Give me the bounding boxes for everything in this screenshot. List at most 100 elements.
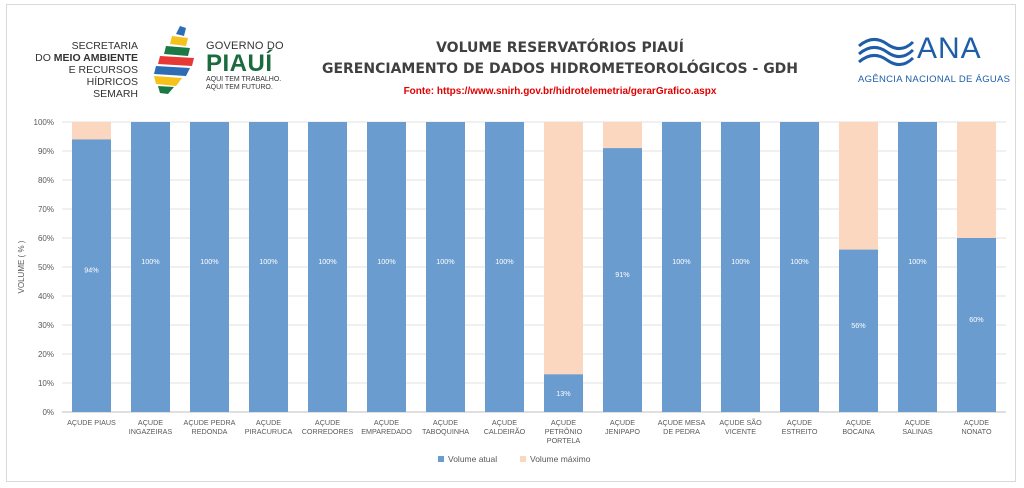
bar-volume-atual — [957, 238, 996, 412]
chart-subtitle: GERENCIAMENTO DE DADOS HIDROMETEOROLÓGIC… — [321, 61, 799, 77]
y-axis-label: VOLUME ( % ) — [17, 240, 26, 293]
category-label: AÇUDE — [433, 418, 458, 427]
governo-label: GOVERNO DO — [206, 40, 284, 52]
y-tick-label: 50% — [38, 263, 54, 272]
data-label: 100% — [318, 257, 337, 266]
sec-meio-ambiente: MEIO AMBIENTE — [53, 52, 138, 64]
bar-volume-atual — [426, 122, 465, 412]
legend-label-atual: Volume atual — [448, 454, 497, 464]
y-tick-label: 10% — [38, 379, 54, 388]
category-label: AÇUDE — [905, 418, 930, 427]
legend-swatch-maximo — [520, 456, 526, 462]
bar-volume-atual — [72, 139, 111, 412]
category-label: AÇUDE — [846, 418, 871, 427]
category-label: AÇUDE — [256, 418, 281, 427]
sec-do: DO — [35, 52, 51, 64]
data-label: 100% — [908, 257, 927, 266]
category-label: PIRACURUCA — [245, 427, 293, 436]
bar-volume-atual — [485, 122, 524, 412]
category-label: CALDEIRÃO — [484, 427, 526, 436]
category-label: ESTREITO — [782, 427, 818, 436]
slogan-line-2: AQUI TEM FUTURO. — [206, 84, 273, 91]
bar-volume-atual — [662, 122, 701, 412]
category-label: INGAZEIRAS — [129, 427, 173, 436]
category-label: NONATO — [961, 427, 991, 436]
category-label: EMPAREDADO — [361, 427, 412, 436]
data-label: 100% — [259, 257, 278, 266]
legend-label-maximo: Volume máximo — [530, 454, 591, 464]
category-label: AÇUDE MESA — [658, 418, 706, 427]
category-label: SALINAS — [902, 427, 933, 436]
slogan-line-1: AQUI TEM TRABALHO. — [206, 76, 282, 83]
data-label: 100% — [790, 257, 809, 266]
data-label: 100% — [141, 257, 160, 266]
category-label: AÇUDE — [138, 418, 163, 427]
bar-volume-atual — [839, 249, 878, 412]
category-label: AÇUDE — [787, 418, 812, 427]
data-label: 100% — [672, 257, 691, 266]
y-tick-label: 90% — [38, 147, 54, 156]
category-label: PORTELA — [547, 436, 581, 445]
bar-volume-atual — [131, 122, 170, 412]
bar-volume-maximo — [603, 122, 642, 149]
y-tick-label: 70% — [38, 205, 54, 214]
bar-volume-maximo — [839, 122, 878, 250]
y-tick-label: 30% — [38, 321, 54, 330]
sec-line-4: SEMARH — [93, 88, 138, 100]
data-label: 100% — [200, 257, 219, 266]
y-tick-label: 0% — [42, 408, 54, 417]
legend-swatch-atual — [438, 456, 444, 462]
data-label: 94% — [84, 266, 99, 275]
bar-volume-atual — [308, 122, 347, 412]
chart-title: VOLUME RESERVATÓRIOS PIAUÍ — [436, 40, 684, 56]
bar-volume-atual — [367, 122, 406, 412]
semarh-logo-text: SECRETARIA DO MEIO AMBIENTE E RECURSOS H… — [20, 40, 138, 100]
y-tick-label: 40% — [38, 292, 54, 301]
bar-volume-maximo — [72, 122, 111, 140]
sec-line-1: SECRETARIA — [71, 40, 138, 52]
category-label: AÇUDE — [610, 418, 635, 427]
bar-volume-maximo — [957, 122, 996, 238]
category-label: TABOQUINHA — [422, 427, 469, 436]
y-tick-label: 20% — [38, 350, 54, 359]
data-label: 100% — [731, 257, 750, 266]
bar-volume-atual — [190, 122, 229, 412]
source-link[interactable]: Fonte: https://www.snirh.gov.br/hidrotel… — [403, 86, 717, 97]
category-label: AÇUDE — [374, 418, 399, 427]
y-tick-label: 60% — [38, 234, 54, 243]
data-label: 100% — [377, 257, 396, 266]
category-label: AÇUDE — [964, 418, 989, 427]
category-label: AÇUDE — [551, 418, 576, 427]
category-label: JENIPAPO — [605, 427, 640, 436]
bar-volume-atual — [780, 122, 819, 412]
data-label: 91% — [615, 270, 630, 279]
piaui-label: PIAUÍ — [206, 50, 273, 77]
bar-volume-atual — [898, 122, 937, 412]
data-label: 13% — [556, 389, 571, 398]
category-label: AÇUDE — [315, 418, 340, 427]
category-label: VICENTE — [725, 427, 756, 436]
ana-subtitle: AGÊNCIA NACIONAL DE ÁGUAS — [858, 74, 1011, 85]
category-label: PETRÔNIO — [545, 427, 583, 436]
bar-volume-atual — [249, 122, 288, 412]
category-label: BOCAINA — [842, 427, 875, 436]
data-label: 56% — [851, 321, 866, 330]
y-tick-label: 100% — [34, 118, 54, 127]
category-label: DE PEDRA — [663, 427, 700, 436]
ana-waves-icon — [858, 38, 915, 66]
bar-volume-maximo — [544, 122, 583, 375]
governo-piaui-logo: GOVERNO DO PIAUÍ AQUI TEM TRABALHO. AQUI… — [206, 40, 296, 92]
data-label: 100% — [495, 257, 514, 266]
data-label: 100% — [436, 257, 455, 266]
category-label: AÇUDE PIAUS — [67, 418, 116, 427]
y-tick-label: 80% — [38, 176, 54, 185]
bar-volume-atual — [603, 148, 642, 412]
category-label: AÇUDE SÃO — [719, 418, 762, 427]
bar-volume-atual — [544, 374, 583, 412]
category-label: CORREDORES — [302, 427, 354, 436]
bar-volume-atual — [721, 122, 760, 412]
ana-name: ANA — [917, 32, 982, 65]
data-label: 60% — [969, 315, 984, 324]
sec-line-2: DO MEIO AMBIENTE — [20, 52, 138, 64]
